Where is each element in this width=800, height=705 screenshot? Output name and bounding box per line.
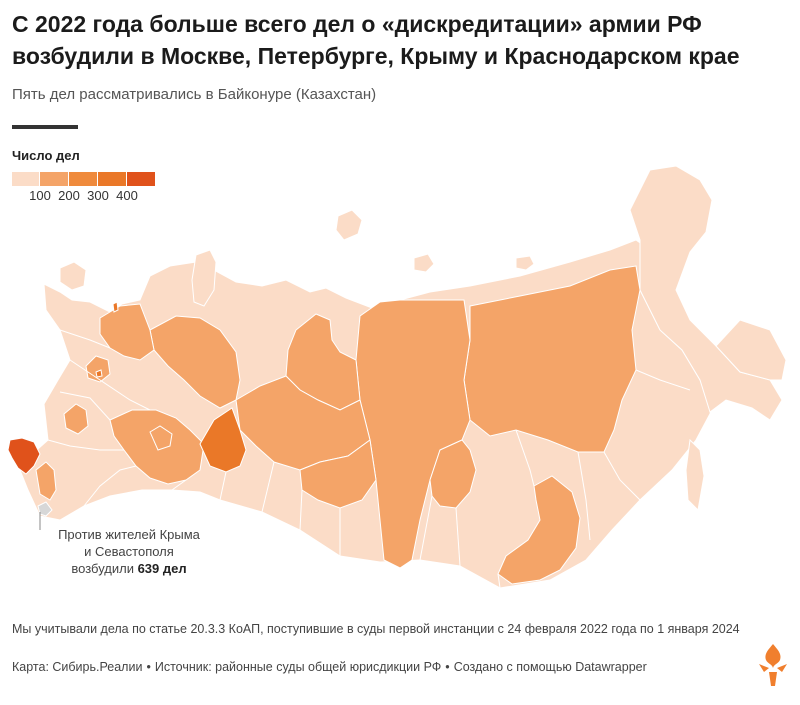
region-irkutsk <box>429 439 477 509</box>
region-moscow <box>95 369 103 378</box>
legend-ticks: 100 200 300 400 <box>0 188 170 204</box>
region-border-line <box>69 359 151 411</box>
region-border-line <box>515 429 535 487</box>
legend-swatch-0 <box>12 172 40 186</box>
legend-swatch-2 <box>69 172 98 186</box>
region-sverdlovsk <box>199 407 247 473</box>
russia-choropleth-map <box>7 165 787 589</box>
region-border-line <box>59 329 111 349</box>
logo-shape <box>765 644 781 668</box>
region-komi <box>149 315 241 409</box>
region-amur <box>497 475 581 585</box>
region-border-line <box>59 391 111 421</box>
legend-swatch-1 <box>40 172 69 186</box>
footer-credits: Карта: Сибирь.Реалии • Источник: районные … <box>12 660 647 674</box>
region-border-line <box>83 465 137 507</box>
annotation-prefix: возбудили <box>71 561 138 576</box>
chart-title: С 2022 года больше всего дел о «дискреди… <box>12 11 740 69</box>
island-wrangel <box>515 255 535 271</box>
footer-datawrapper-link[interactable]: Создано с помощью Datawrapper <box>453 660 647 674</box>
footer-bullet-2: • <box>445 660 450 674</box>
annotation-line-3: возбудили 639 дел <box>54 560 204 577</box>
region-volga-west <box>63 403 89 435</box>
footer-bullet-1: • <box>146 660 151 674</box>
region-chukotka <box>629 165 783 421</box>
methodology-note: Мы учитывали дела по статье 20.3.3 КоАП,… <box>12 622 740 636</box>
rferl-torch-logo-icon <box>759 644 787 686</box>
annotation-line-1: Против жителей Крыма <box>58 527 200 542</box>
legend-swatch-3 <box>98 172 127 186</box>
region-border-line <box>299 489 303 531</box>
footer-source: Источник: районные суды общей юрисдикции… <box>154 660 442 674</box>
region-spb <box>112 301 119 313</box>
region-border-line <box>47 439 124 451</box>
chart-subtitle: Пять дел рассматривались в Байконуре (Ка… <box>12 86 377 103</box>
map-mid-regions <box>95 301 247 473</box>
legend-tick-300: 300 <box>87 188 109 203</box>
annotation-line-2: и Севастополя <box>84 544 174 559</box>
region-crimea-krasnodar <box>7 437 41 475</box>
region-kola <box>59 261 87 291</box>
region-border-line <box>577 451 591 541</box>
legend-swatch-4 <box>127 172 156 186</box>
logo-shape <box>769 672 777 686</box>
legend-tick-400: 400 <box>116 188 138 203</box>
title-rule <box>12 125 78 129</box>
legend-color-scale <box>12 172 156 186</box>
region-arkhangelsk <box>99 303 155 361</box>
region-border-line <box>171 479 187 491</box>
region-moscow-area <box>85 355 111 383</box>
region-novaya-zemlya <box>191 249 217 307</box>
map-region-borders <box>47 329 691 589</box>
map-darkest-regions <box>7 437 41 475</box>
region-border-line <box>603 451 641 501</box>
legend-tick-100: 100 <box>29 188 51 203</box>
island-severnaya-zemlya <box>335 209 363 241</box>
region-border-line <box>219 471 227 501</box>
footer-map-credit: Карта: Сибирь.Реалии <box>12 660 143 674</box>
map-light-regions <box>35 265 641 585</box>
region-border-line <box>261 461 275 513</box>
logo-shape <box>759 664 769 672</box>
island-new-siberian <box>413 253 435 273</box>
region-south-urals <box>149 425 173 451</box>
region-border-line <box>455 507 461 567</box>
logo-shape <box>777 664 787 672</box>
region-border-line <box>635 369 691 391</box>
region-rostov <box>35 461 57 501</box>
legend-title: Число дел <box>12 148 80 163</box>
legend-tick-200: 200 <box>58 188 80 203</box>
region-border-line <box>419 495 433 561</box>
region-kamchatka <box>715 319 787 381</box>
annotation-count: 639 дел <box>137 561 187 576</box>
region-border-line <box>497 573 501 589</box>
region-tomsk <box>299 439 377 509</box>
crimea-annotation: Против жителей Крыма и Севастополя возбу… <box>54 526 204 577</box>
region-sakhalin <box>685 438 705 512</box>
